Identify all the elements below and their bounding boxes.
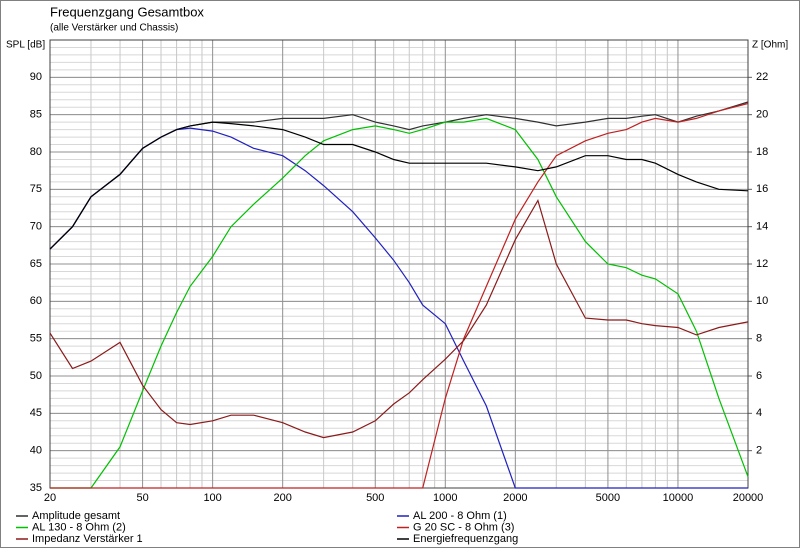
y2-tick-label: 22	[756, 71, 768, 83]
x-tick-label: 20	[44, 492, 56, 504]
x-tick-label: 20000	[733, 492, 764, 504]
chart-title: Frequenzgang Gesamtbox	[50, 4, 204, 19]
series-line	[49, 121, 749, 250]
y-tick-label: 65	[30, 258, 42, 270]
legend-label: Amplitude gesamt	[32, 510, 120, 522]
y2-tick-label: 20	[756, 109, 768, 121]
y2-tick-label: 16	[756, 183, 768, 195]
x-tick-label: 2000	[503, 492, 527, 504]
y2-tick-label: 6	[756, 370, 762, 382]
y2-tick-label: 2	[756, 445, 762, 457]
legend-label: Impedanz Verstärker 1	[32, 533, 143, 545]
x-tick-label: 500	[366, 492, 384, 504]
legend-label: AL 130 - 8 Ohm (2)	[32, 521, 126, 533]
y2-tick-label: 12	[756, 258, 768, 270]
legend-label: AL 200 - 8 Ohm (1)	[413, 510, 507, 522]
series-line	[50, 117, 749, 489]
legend-label: Energiefrequenzgang	[413, 533, 518, 545]
y2-tick-label: 4	[756, 407, 762, 419]
x-tick-label: 200	[273, 492, 291, 504]
y2-axis-label: Z [Ohm]	[752, 40, 788, 51]
y-axis-label: SPL [dB]	[6, 40, 45, 51]
y-tick-label: 40	[30, 445, 42, 457]
y-tick-label: 80	[30, 146, 42, 158]
x-tick-label: 50	[136, 492, 148, 504]
legend-label: G 20 SC - 8 Ohm (3)	[413, 521, 514, 533]
y2-tick-label: 14	[756, 221, 768, 233]
y-tick-label: 50	[30, 370, 42, 382]
y-tick-label: 85	[30, 109, 42, 121]
y-tick-label: 55	[30, 333, 42, 345]
y-tick-label: 60	[30, 295, 42, 307]
y-tick-label: 70	[30, 221, 42, 233]
y2-tick-label: 8	[756, 333, 762, 345]
y-tick-label: 90	[30, 71, 42, 83]
y2-tick-label: 18	[756, 146, 768, 158]
y-tick-label: 35	[30, 482, 42, 494]
series-line	[49, 198, 749, 439]
chart-subtitle: (alle Verstärker und Chassis)	[50, 23, 178, 34]
x-tick-label: 10000	[663, 492, 694, 504]
x-tick-label: 1000	[433, 492, 457, 504]
x-tick-label: 5000	[596, 492, 620, 504]
y-tick-label: 75	[30, 183, 42, 195]
series-line	[50, 102, 749, 489]
y2-tick-label: 10	[756, 295, 768, 307]
x-tick-label: 100	[203, 492, 221, 504]
y-tick-label: 45	[30, 407, 42, 419]
